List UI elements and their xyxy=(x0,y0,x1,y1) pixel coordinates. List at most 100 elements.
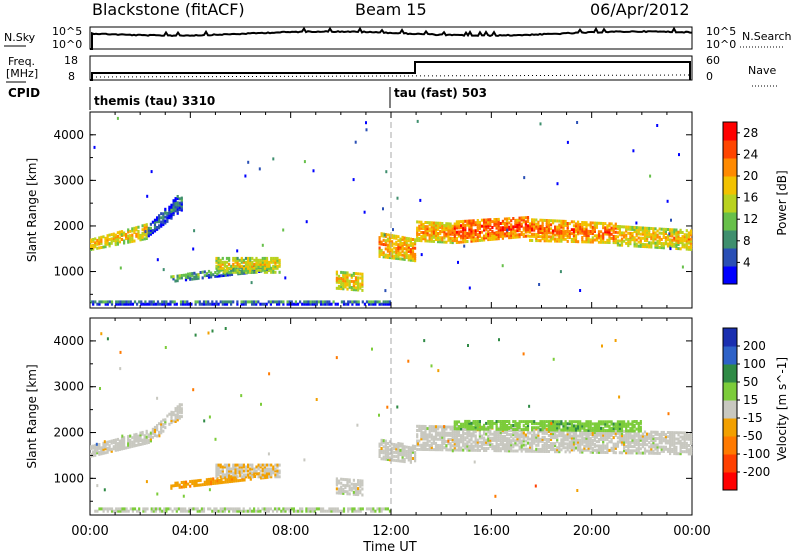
data-cell xyxy=(156,220,159,224)
data-cell xyxy=(133,231,136,234)
data-cell xyxy=(172,213,175,217)
data-cell xyxy=(354,286,358,290)
data-cell xyxy=(170,410,173,414)
speckle xyxy=(430,364,433,368)
data-cell xyxy=(401,447,404,450)
data-cell xyxy=(278,302,281,306)
data-cell xyxy=(90,248,93,251)
data-cell xyxy=(342,279,345,283)
data-cell xyxy=(616,241,619,245)
data-cell xyxy=(522,220,525,224)
data-cell xyxy=(407,237,410,241)
data-cell xyxy=(340,477,343,481)
data-cell xyxy=(447,226,450,230)
data-cell xyxy=(616,420,619,424)
data-cell xyxy=(115,302,118,306)
data-cell xyxy=(654,237,657,241)
data-cell xyxy=(662,449,665,453)
data-cell xyxy=(397,251,400,255)
data-cell xyxy=(455,427,458,431)
data-cell xyxy=(491,421,494,425)
data-cell xyxy=(346,277,349,281)
data-cell xyxy=(604,431,607,435)
data-cell xyxy=(568,442,571,446)
data-cell xyxy=(253,471,256,475)
data-cell xyxy=(445,425,448,429)
data-cell xyxy=(520,443,523,447)
data-cell xyxy=(334,509,337,513)
data-cell xyxy=(637,434,640,438)
data-cell xyxy=(351,300,354,304)
data-cell xyxy=(244,509,247,513)
data-cell xyxy=(604,435,607,439)
data-cell xyxy=(583,233,586,237)
data-cell xyxy=(441,236,444,240)
data-cell xyxy=(520,222,523,226)
data-cell xyxy=(270,260,273,264)
data-cell xyxy=(380,302,383,306)
data-cell xyxy=(564,426,567,430)
data-cell xyxy=(485,218,488,222)
data-cell xyxy=(679,247,682,251)
data-cell xyxy=(470,446,473,450)
data-cell xyxy=(401,241,404,245)
data-cell xyxy=(529,230,532,234)
data-cell xyxy=(443,435,446,439)
data-cell xyxy=(673,244,676,248)
data-cell xyxy=(510,227,513,231)
data-cell xyxy=(654,227,657,231)
data-cell xyxy=(574,226,578,230)
data-cell xyxy=(627,237,630,241)
data-cell xyxy=(197,479,200,483)
data-cell xyxy=(393,450,396,454)
data-cell xyxy=(503,435,507,438)
data-cell xyxy=(579,442,582,446)
data-cell xyxy=(205,272,208,276)
data-cell xyxy=(654,445,657,449)
data-cell xyxy=(633,432,636,436)
data-cell xyxy=(401,235,404,239)
data-cell xyxy=(158,214,161,218)
data-cell xyxy=(478,224,481,228)
data-cell xyxy=(533,429,536,433)
data-cell xyxy=(411,254,415,258)
data-cell xyxy=(217,268,220,272)
data-cell xyxy=(587,438,590,442)
data-cell xyxy=(623,233,626,237)
data-cell xyxy=(497,217,500,221)
data-cell xyxy=(658,246,661,249)
data-cell xyxy=(608,440,611,444)
data-cell xyxy=(589,225,592,229)
data-cell xyxy=(577,426,580,430)
date-title: 06/Apr/2012 xyxy=(590,0,690,19)
data-cell xyxy=(499,420,502,423)
data-cell xyxy=(445,234,448,238)
data-cell xyxy=(633,420,636,423)
data-cell xyxy=(531,422,534,426)
data-cell xyxy=(259,473,262,477)
data-cell xyxy=(102,447,105,451)
data-cell xyxy=(545,233,548,237)
data-cell xyxy=(612,451,615,455)
data-cell xyxy=(522,424,525,428)
data-cell xyxy=(407,456,410,460)
data-cell xyxy=(447,431,450,435)
data-cell xyxy=(397,446,400,450)
data-cell xyxy=(219,471,222,475)
data-cell xyxy=(455,438,458,442)
data-cell xyxy=(455,241,458,244)
data-cell xyxy=(466,434,469,438)
data-cell xyxy=(606,420,609,424)
data-cell xyxy=(639,443,642,447)
data-cell xyxy=(261,475,264,479)
data-cell xyxy=(522,447,525,451)
data-cell xyxy=(631,434,634,438)
data-cell xyxy=(174,209,177,213)
data-cell xyxy=(141,234,144,237)
data-cell xyxy=(176,409,179,413)
data-cell xyxy=(514,424,517,427)
data-cell xyxy=(214,481,217,485)
data-cell xyxy=(123,233,126,237)
data-cell xyxy=(292,509,295,513)
data-cell xyxy=(587,436,590,440)
